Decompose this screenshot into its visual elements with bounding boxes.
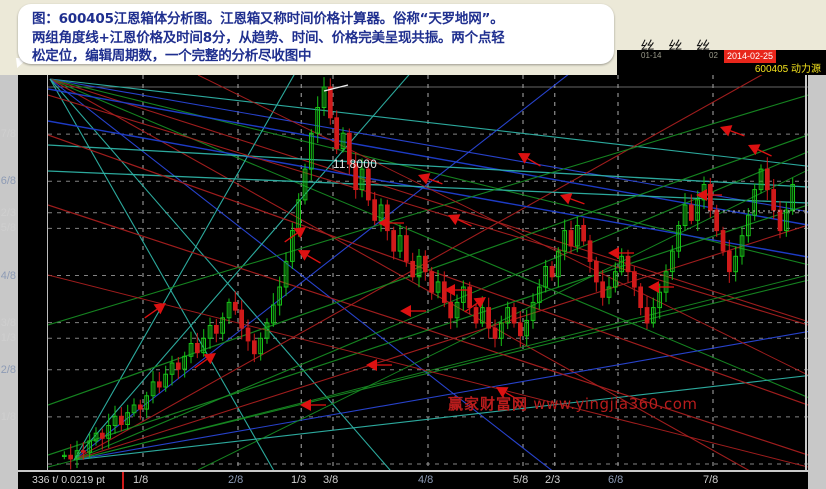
- chart-arrow-marker: [464, 297, 486, 313]
- y-axis-tick-3-8: 3/8: [0, 317, 16, 329]
- right-border-line: [805, 75, 807, 470]
- x-axis-tick-3-8: 3/8: [323, 474, 339, 486]
- selected-date-badge: 2014-02-25: [724, 50, 777, 63]
- watermark-center: 赢家财富网 www.yingjia360.com: [448, 393, 698, 414]
- y-axis-tick-1-8: 1/8: [0, 411, 16, 423]
- x-axis-tick-2-8: 2/8: [228, 474, 244, 486]
- date-tick-label: 02: [709, 51, 718, 60]
- x-axis-tick-4-8: 4/8: [418, 474, 434, 486]
- x-axis-tick-1-8: 1/8: [133, 474, 149, 486]
- chart-left-gutter: [0, 75, 18, 489]
- chart-arrow-marker: [444, 284, 470, 296]
- caption-line-3: 松定位，编辑周期数，一个完整的分析尽收图中: [32, 48, 312, 64]
- date-axis-bar: 01-14 02 2014-02-25: [617, 50, 826, 63]
- chart-arrow-marker: [648, 281, 674, 293]
- time-axis-line: [18, 470, 808, 472]
- chart-arrow-marker: [518, 153, 541, 167]
- x-axis-tick-7-8: 7/8: [703, 474, 719, 486]
- x-axis-tick-2-3: 2/3: [545, 474, 561, 486]
- caption-line-2: 两组角度线+江恩价格及时间8分，从趋势、时间、价格完美呈现共振。两个点轻: [32, 29, 505, 46]
- chart-arrow-marker: [400, 305, 426, 317]
- chart-arrow-marker: [194, 353, 216, 369]
- x-axis-tick-1-3: 1/3: [291, 474, 307, 486]
- chart-right-gutter: [808, 75, 826, 489]
- y-axis-tick-2-3: 2/3: [0, 207, 16, 219]
- chart-arrow-marker: [496, 387, 519, 401]
- watermark-center-url: www.yingjia360.com: [533, 395, 698, 413]
- x-axis-tick-5-8: 5/8: [513, 474, 529, 486]
- high-price-label: 11.8000: [333, 159, 378, 171]
- chart-arrow-marker: [366, 359, 392, 371]
- chart-arrow-marker: [608, 247, 634, 259]
- caption-line-1: 图：600405江恩箱体分析图。江恩箱又称时间价格计算器。俗称“天罗地网”。: [32, 11, 504, 27]
- caption-bubble: 图：600405江恩箱体分析图。江恩箱又称时间价格计算器。俗称“天罗地网”。 两…: [18, 4, 614, 64]
- y-axis-tick-7-8: 7/8: [0, 128, 16, 140]
- x-axis-cursor-tick: [122, 471, 124, 489]
- watermark-center-cn: 赢家财富网: [448, 395, 529, 413]
- chart-arrow-marker: [448, 214, 472, 227]
- chart-arrow-marker: [696, 189, 722, 201]
- x-axis-strip: 336 t/ 0.0219 pt 1/8 2/8 1/3 3/8 4/8 5/8 2/3 6/…: [18, 471, 808, 489]
- chart-arrow-marker: [144, 303, 166, 319]
- chart-arrow-marker: [560, 193, 585, 205]
- chart-arrow-marker: [378, 217, 404, 229]
- y-axis-tick-5-8: 5/8: [0, 222, 16, 234]
- chart-arrow-marker: [720, 125, 745, 137]
- x-axis-tick-6-8: 6/8: [608, 474, 624, 486]
- price-axis-line: [47, 75, 48, 470]
- chart-arrow-marker: [300, 399, 326, 411]
- x-axis-info-label: 336 t/ 0.0219 pt: [32, 474, 105, 486]
- y-axis-tick-2-8: 2/8: [0, 364, 16, 376]
- date-tick-label: 01-14: [641, 51, 662, 60]
- stock-code-name-label: 600405 动力源: [754, 64, 821, 75]
- y-axis-tick-1-3: 1/3: [0, 332, 16, 344]
- chart-canvas[interactable]: 1/82/81/33/84/85/82/36/87/8 11.8000 4.45…: [1, 75, 808, 470]
- chart-arrow-marker: [284, 227, 306, 243]
- y-axis-tick-6-8: 6/8: [0, 175, 16, 187]
- plot-svg: [48, 75, 808, 470]
- chart-arrow-marker: [748, 144, 772, 157]
- stock-name-bar: 600405 动力源: [617, 63, 826, 76]
- chart-arrow-marker: [298, 250, 321, 264]
- chart-arrow-marker: [418, 173, 443, 185]
- y-axis-tick-4-8: 4/8: [0, 270, 16, 282]
- caption-bubble-tail: [16, 58, 28, 68]
- plot-area[interactable]: [48, 75, 808, 470]
